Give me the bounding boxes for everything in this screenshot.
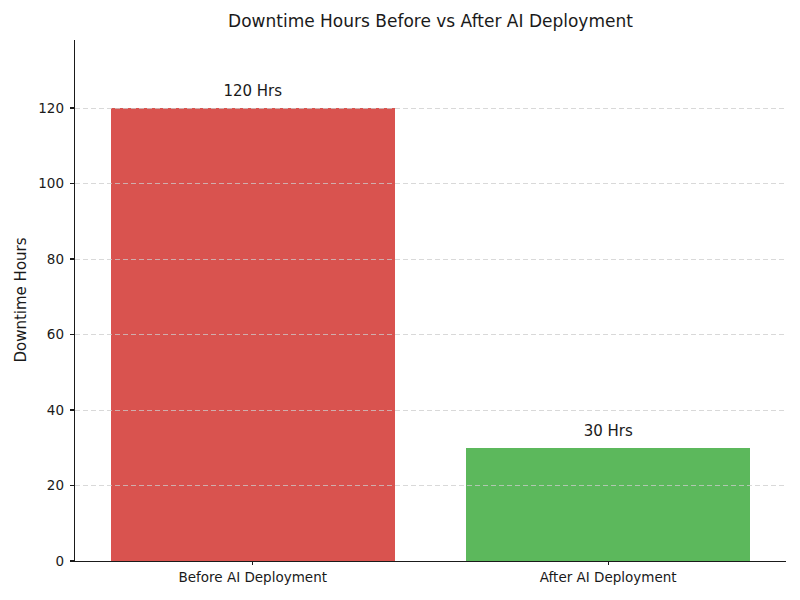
bar-chart-figure: Downtime Hours Before vs After AI Deploy… <box>0 0 800 600</box>
y-tick-label: 120 <box>0 100 64 116</box>
gridline-y-120 <box>75 108 786 109</box>
y-tick-label: 40 <box>0 402 64 418</box>
y-tick-label: 80 <box>0 251 64 267</box>
left-axis-spine <box>74 40 75 562</box>
y-tick-label: 20 <box>0 477 64 493</box>
bottom-axis-spine <box>74 561 786 562</box>
x-tick-label: Before AI Deployment <box>103 569 403 585</box>
gridline-y-80 <box>75 259 786 260</box>
y-tick-label: 100 <box>0 175 64 191</box>
gridline-y-60 <box>75 334 786 335</box>
bar-value-label: 120 Hrs <box>143 82 363 100</box>
gridline-y-40 <box>75 410 786 411</box>
bar-value-label: 30 Hrs <box>498 422 718 440</box>
gridline-y-100 <box>75 183 786 184</box>
chart-title: Downtime Hours Before vs After AI Deploy… <box>75 9 786 33</box>
gridline-y-20 <box>75 485 786 486</box>
y-tick-label: 60 <box>0 326 64 342</box>
x-tick-label: After AI Deployment <box>458 569 758 585</box>
y-tick-label: 0 <box>0 553 64 569</box>
bar-after <box>466 448 750 561</box>
